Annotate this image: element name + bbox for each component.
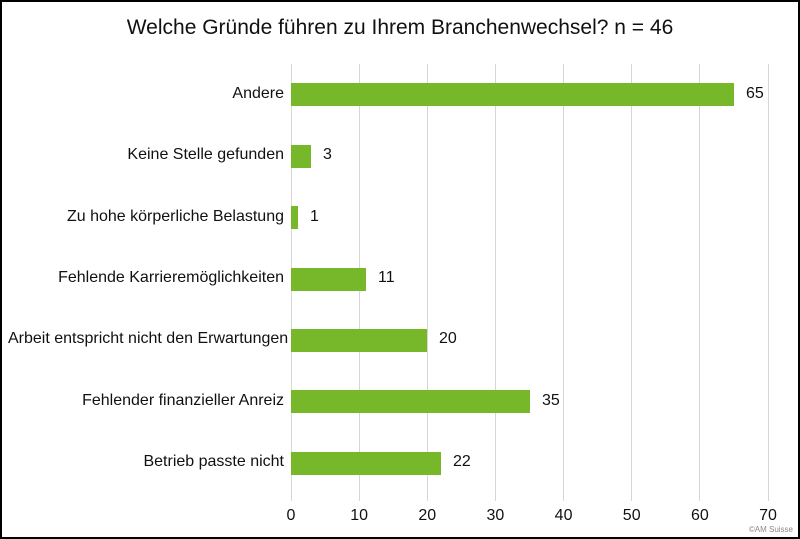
copyright-note: ©AM Suisse — [748, 525, 793, 534]
chart-title: Welche Gründe führen zu Ihrem Branchenwe… — [126, 16, 674, 39]
bar — [291, 206, 298, 229]
bar — [291, 329, 427, 352]
bar — [291, 83, 734, 106]
value-label: 65 — [746, 85, 764, 102]
category-label: Andere — [232, 85, 284, 102]
value-label: 1 — [310, 208, 319, 225]
x-tick-label: 60 — [690, 507, 709, 524]
value-label: 3 — [323, 146, 332, 163]
bar — [291, 390, 530, 413]
category-label: Zu hohe körperliche Belastung — [66, 208, 284, 225]
gridline — [563, 64, 565, 501]
category-label: Fehlender finanzieller Anreiz — [82, 392, 284, 409]
gridline — [631, 64, 633, 501]
gridline — [699, 64, 701, 501]
x-tick-label: 0 — [286, 507, 296, 524]
gridline — [426, 64, 428, 501]
x-tick-label: 10 — [350, 507, 369, 524]
gridline — [494, 64, 496, 501]
category-label: Arbeit entspricht nicht den Erwartungen — [8, 330, 289, 347]
x-tick-label: 50 — [622, 507, 641, 524]
gridline — [767, 64, 769, 501]
category-label: Keine Stelle gefunden — [127, 146, 284, 163]
value-label: 11 — [378, 269, 395, 286]
value-label: 35 — [542, 392, 560, 409]
bar — [291, 452, 441, 475]
x-tick-label: 40 — [554, 507, 573, 524]
bar — [291, 268, 366, 291]
x-tick-label: 30 — [486, 507, 505, 524]
category-label: Fehlende Karrieremöglichkeiten — [58, 269, 284, 286]
value-label: 20 — [439, 330, 457, 347]
x-tick-label: 20 — [418, 507, 437, 524]
value-label: 22 — [453, 453, 471, 470]
x-tick-label: 70 — [759, 507, 777, 524]
bar — [291, 145, 311, 168]
category-label: Betrieb passte nicht — [143, 453, 284, 470]
